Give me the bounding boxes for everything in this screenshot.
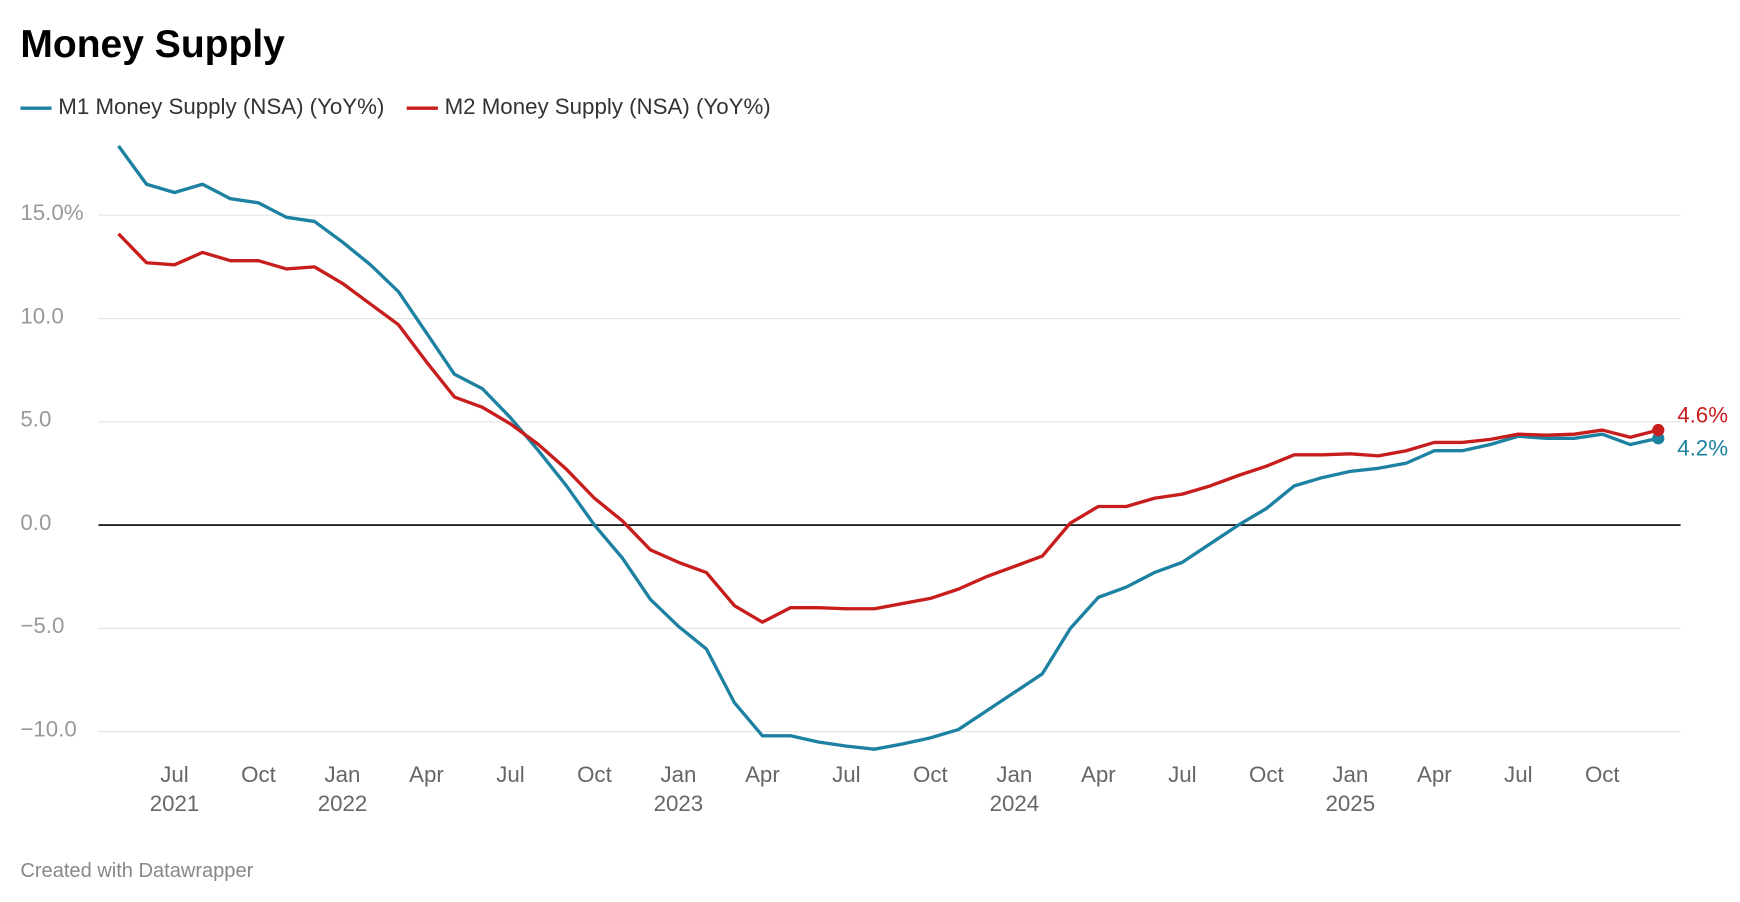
x-tick-label: Jan xyxy=(325,762,361,787)
x-tick-label: Oct xyxy=(241,762,276,787)
line xyxy=(117,145,1659,751)
x-tick-label: Oct xyxy=(1249,762,1284,787)
x-tick-label: Oct xyxy=(577,762,612,787)
y-tick-label: 0.0 xyxy=(20,510,51,535)
chart-title: Money Supply xyxy=(20,23,285,66)
x-tick-label: Jul xyxy=(496,762,524,787)
end-point xyxy=(1652,423,1665,437)
legend-label: M1 Money Supply (NSA) (YoY%) xyxy=(58,94,384,119)
y-tick-label: 10.0 xyxy=(20,303,63,328)
x-tick-label: Oct xyxy=(1585,762,1620,787)
y-tick-label: −5.0 xyxy=(20,613,64,638)
y-tick-label: 15.0% xyxy=(20,200,83,225)
x-tick-label: Jan xyxy=(660,762,696,787)
y-tick-label: −10.0 xyxy=(20,716,76,741)
x-tick-year: 2025 xyxy=(1326,791,1376,816)
x-tick-label: Apr xyxy=(745,762,780,787)
value-label: 4.6% xyxy=(1677,403,1728,428)
x-tick-label: Jul xyxy=(1504,762,1532,787)
x-tick-label: Jul xyxy=(1168,762,1196,787)
x-tick-year: 2024 xyxy=(990,791,1040,816)
x-tick-label: Apr xyxy=(409,762,444,787)
legend-label: M2 Money Supply (NSA) (YoY%) xyxy=(445,94,771,119)
x-tick-label: Oct xyxy=(913,762,948,787)
x-tick-label: Jul xyxy=(832,762,860,787)
x-tick-year: 2022 xyxy=(318,791,368,816)
x-tick-label: Apr xyxy=(1081,762,1116,787)
y-tick-label: 5.0 xyxy=(20,407,51,432)
line xyxy=(117,232,1659,624)
x-tick-label: Jan xyxy=(1332,762,1368,787)
x-tick-label: Jan xyxy=(996,762,1032,787)
x-tick-year: 2023 xyxy=(654,791,704,816)
x-tick-label: Apr xyxy=(1417,762,1452,787)
value-label: 4.2% xyxy=(1677,435,1728,460)
x-tick-label: Jul xyxy=(160,762,188,787)
x-tick-year: 2021 xyxy=(150,791,200,816)
footer: Created with Datawrapper xyxy=(20,860,253,882)
